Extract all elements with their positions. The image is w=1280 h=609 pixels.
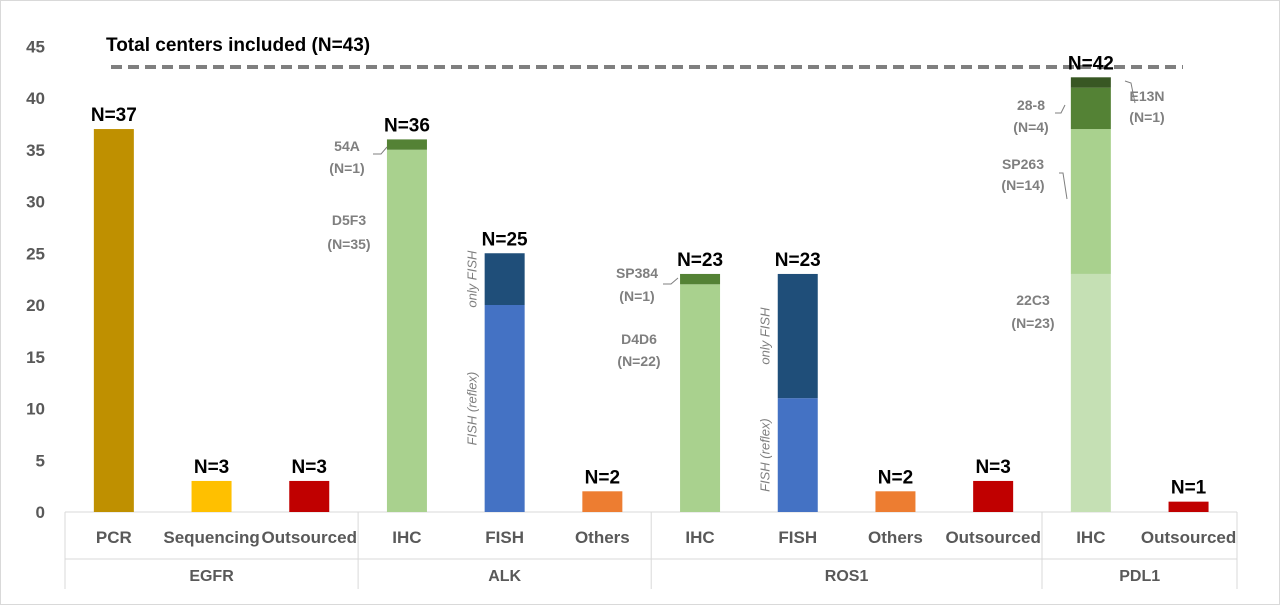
bar-total-label: N=1 — [1171, 478, 1207, 499]
bar-total-label: N=2 — [878, 467, 913, 488]
annotation-leader-line — [1124, 80, 1136, 104]
bar-segment — [777, 273, 818, 399]
bar-segment — [93, 129, 134, 513]
category-label: IHC — [685, 528, 714, 547]
segment-annotation-count: (N=14) — [1001, 177, 1044, 193]
bar-total-label: N=37 — [91, 105, 137, 126]
category-label: IHC — [392, 528, 421, 547]
bar-total-label: N=36 — [384, 115, 430, 136]
y-tick-label: 30 — [26, 193, 45, 212]
group-label: ALK — [488, 568, 521, 585]
bar-segment — [1168, 501, 1209, 512]
segment-rotated-label: only FISH — [465, 250, 480, 308]
annotation-leader-line — [1055, 104, 1066, 114]
category-label: Outsourced — [1141, 528, 1236, 547]
bar-segment — [875, 491, 916, 512]
segment-annotation: 22C3 — [1016, 292, 1050, 308]
bar-segment — [777, 398, 818, 512]
category-label: PCR — [96, 528, 132, 547]
y-tick-label: 15 — [26, 348, 45, 367]
segment-annotation: D5F3 — [332, 212, 366, 228]
bar-total-label: N=3 — [194, 457, 229, 478]
segment-annotation-count: (N=22) — [617, 353, 660, 369]
group-label: PDL1 — [1119, 568, 1160, 585]
category-label: Sequencing — [163, 528, 259, 547]
segment-annotation-count: (N=4) — [1013, 119, 1048, 135]
y-tick-label: 45 — [26, 37, 45, 56]
y-tick-label: 25 — [26, 244, 45, 263]
segment-rotated-label: FISH (reflex) — [465, 372, 480, 446]
bar-segment — [484, 253, 525, 305]
bar-segment — [484, 305, 525, 512]
bar-total-label: N=3 — [975, 457, 1010, 478]
y-tick-label: 0 — [36, 503, 45, 522]
bar-segment — [1070, 77, 1111, 88]
bar-total-label: N=23 — [775, 250, 821, 271]
segment-annotation: D4D6 — [621, 331, 657, 347]
bar-total-label: N=2 — [585, 467, 620, 488]
bar-segment — [386, 149, 427, 512]
bar-segment — [1070, 87, 1111, 130]
segment-annotation: SP384 — [616, 265, 658, 281]
segment-rotated-label: FISH (reflex) — [758, 418, 773, 492]
bar-total-label: N=23 — [677, 250, 723, 271]
category-label: Outsourced — [262, 528, 357, 547]
category-label: FISH — [485, 528, 524, 547]
y-tick-label: 40 — [26, 89, 45, 108]
category-label: FISH — [778, 528, 817, 547]
annotation-leader-line — [663, 277, 679, 285]
bar-segment — [680, 284, 721, 512]
category-label: Others — [575, 528, 630, 547]
bar-segment — [1070, 273, 1111, 512]
segment-annotation: SP263 — [1002, 156, 1044, 172]
bar-total-label: N=25 — [482, 229, 528, 250]
segment-rotated-label: only FISH — [758, 307, 773, 365]
bar-segment — [386, 139, 427, 150]
y-tick-label: 20 — [26, 296, 45, 315]
bar-total-label: N=3 — [292, 457, 327, 478]
category-label: IHC — [1076, 528, 1105, 547]
group-label: EGFR — [189, 568, 234, 585]
group-label: ROS1 — [825, 568, 869, 585]
y-tick-label: 5 — [36, 451, 45, 470]
bar-total-label: N=42 — [1068, 53, 1114, 74]
y-tick-label: 10 — [26, 400, 45, 419]
bar-segment — [973, 480, 1014, 512]
segment-annotation-count: (N=1) — [1129, 109, 1164, 125]
segment-annotation-count: (N=1) — [329, 160, 364, 176]
bar-segment — [289, 480, 330, 512]
segment-annotation-count: (N=23) — [1011, 315, 1054, 331]
y-tick-label: 35 — [26, 141, 45, 160]
bar-segment — [191, 480, 232, 512]
segment-annotation: 54A — [334, 138, 360, 154]
segment-annotation: E13N — [1129, 88, 1164, 104]
annotation-leader-line — [1059, 172, 1068, 200]
reference-line-label: Total centers included (N=43) — [106, 35, 370, 56]
bar-segment — [1070, 129, 1111, 274]
segment-annotation-count: (N=35) — [327, 236, 370, 252]
segment-annotation: 28-8 — [1017, 97, 1045, 113]
annotation-leader-line — [373, 146, 388, 155]
category-label: Outsourced — [945, 528, 1040, 547]
category-label: Others — [868, 528, 923, 547]
bar-segment — [680, 273, 721, 285]
segment-annotation-count: (N=1) — [619, 288, 654, 304]
bar-segment — [582, 491, 623, 512]
